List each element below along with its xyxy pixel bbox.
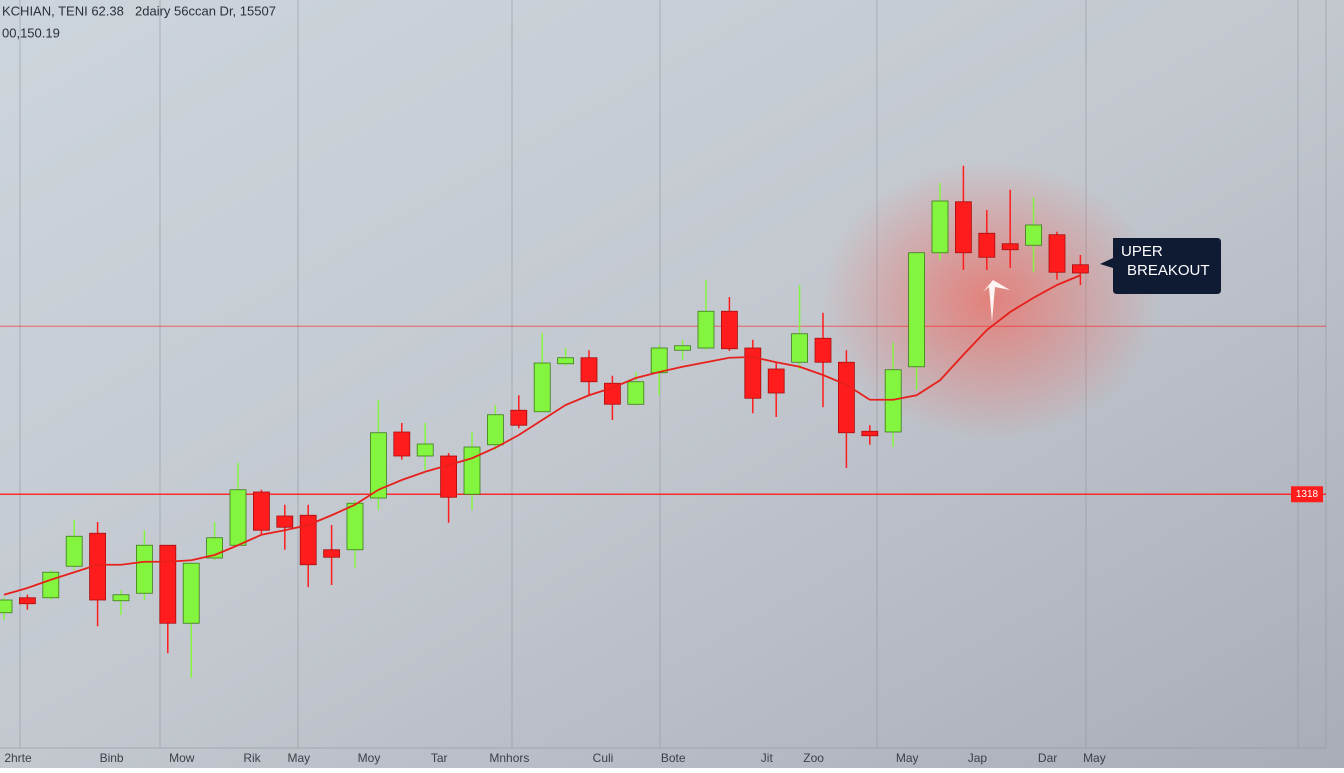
candle-body — [908, 252, 925, 368]
candle-body — [159, 544, 177, 624]
moving-average — [3, 274, 1081, 596]
candle-body — [580, 357, 598, 383]
annotation: UPER BREAKOUT — [1100, 238, 1221, 294]
candle-body — [884, 369, 902, 433]
candle-body — [838, 361, 855, 434]
candle-body — [697, 310, 715, 349]
candle-body — [393, 431, 411, 457]
candle-body — [744, 347, 762, 399]
x-tick-label: Culi — [593, 751, 614, 765]
x-tick-label: Jap — [968, 751, 988, 765]
candle-body — [1001, 243, 1019, 251]
candle-body — [440, 455, 458, 498]
candle-body — [978, 232, 996, 258]
x-tick-label: Bote — [661, 751, 686, 765]
x-tick-label: Rik — [243, 751, 261, 765]
x-tick-label: 2hrte — [4, 751, 32, 765]
x-tick-label: Moy — [358, 751, 381, 765]
candle-body — [112, 594, 130, 602]
plot-area: 1318 2hrte Binb Mow Rik May Moy Tar Mnhors Culi Bo… — [0, 165, 1326, 765]
x-tick-label: May — [287, 751, 310, 765]
chart-subtitle: 2dairy 56ccan Dr, 15507 — [135, 3, 276, 18]
level-label: 1318 — [1296, 489, 1319, 500]
x-tick-label: Mow — [169, 751, 195, 765]
candle-body — [18, 597, 36, 605]
glow — [820, 160, 1160, 440]
candle-body — [955, 201, 972, 254]
candle-body — [463, 446, 481, 495]
candle-body — [533, 362, 551, 413]
annotation-text: BREAKOUT — [1127, 262, 1210, 279]
candle-body — [791, 333, 808, 363]
candle-body — [931, 200, 949, 254]
candle-body — [182, 562, 200, 624]
candle-body — [721, 310, 738, 350]
candle-body — [767, 368, 785, 394]
annotation-text: UPER — [1121, 243, 1163, 260]
candle-body — [42, 571, 60, 599]
candle-body — [486, 414, 504, 446]
candle-body — [252, 491, 270, 531]
candle-body — [557, 357, 574, 365]
x-tick-label: Zoo — [803, 751, 824, 765]
level-label-box — [1291, 486, 1323, 503]
candle-body — [276, 515, 294, 528]
x-tick-label: Dar — [1038, 751, 1057, 765]
x-tick-label: May — [1083, 751, 1106, 765]
x-tick-label: Tar — [431, 751, 448, 765]
arrow-icon — [983, 280, 1010, 322]
price-readout: 00,150.19 — [2, 25, 60, 40]
candle-body — [135, 544, 153, 594]
x-tick-label: May — [896, 751, 919, 765]
candle-body — [627, 381, 645, 405]
chart-title: KCHIAN, TENI 62.38 — [2, 3, 124, 18]
candle-body — [229, 489, 247, 546]
candle-body — [369, 432, 387, 499]
candle-body — [1048, 234, 1066, 273]
annotation-box — [1100, 238, 1221, 294]
candle-body — [650, 347, 668, 374]
candle-body — [1025, 224, 1042, 246]
x-tick-label: Jit — [761, 751, 774, 765]
candle-body — [861, 430, 879, 437]
candle-body — [323, 549, 341, 558]
candle-body — [346, 502, 364, 551]
candle-body — [1072, 264, 1089, 274]
candle-body — [674, 345, 691, 351]
x-tick-label: Mnhors — [489, 751, 529, 765]
candle-body — [299, 514, 317, 566]
candle-body — [65, 535, 83, 567]
candle-body — [416, 443, 434, 457]
x-tick-label: Binb — [100, 751, 124, 765]
candle-body — [510, 409, 528, 426]
candle-body — [0, 599, 13, 614]
candle-body — [604, 382, 621, 405]
candle-body — [814, 337, 832, 363]
